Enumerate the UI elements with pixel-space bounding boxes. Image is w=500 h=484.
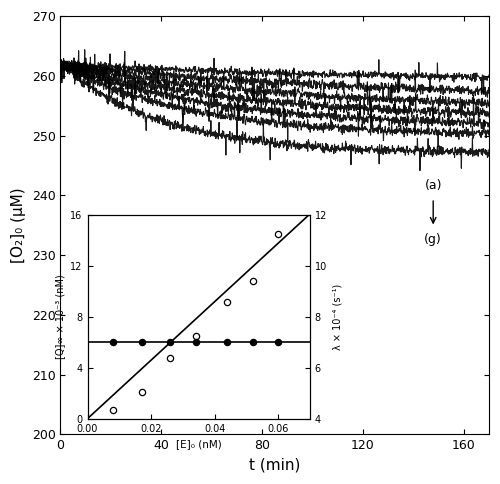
X-axis label: t (min): t (min) (249, 458, 300, 473)
Text: (a): (a) (424, 179, 442, 192)
Text: (g): (g) (424, 233, 442, 246)
Y-axis label: λ × 10⁻⁴ (s⁻¹): λ × 10⁻⁴ (s⁻¹) (333, 284, 343, 350)
Y-axis label: [O₂]₀ (μM): [O₂]₀ (μM) (11, 187, 26, 263)
Y-axis label: [Q]∞ × 10⁻³ (nM): [Q]∞ × 10⁻³ (nM) (54, 274, 64, 360)
X-axis label: [E]₀ (nM): [E]₀ (nM) (176, 439, 222, 449)
